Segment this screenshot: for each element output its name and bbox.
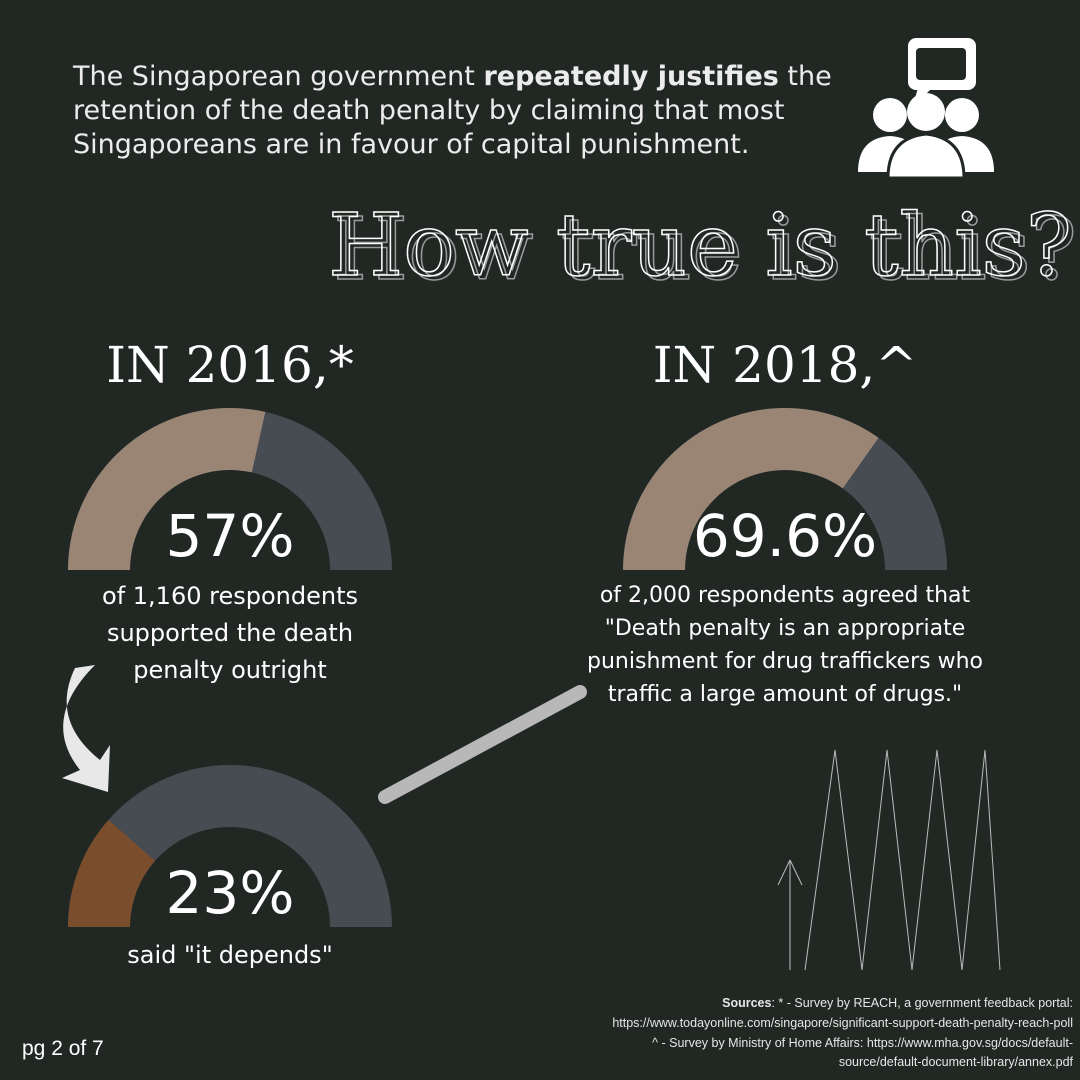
gauge-caption: punishment for drug traffickers who <box>587 649 983 674</box>
intro-line: Singaporeans are in favour of capital pu… <box>73 129 749 160</box>
brush-stroke <box>378 685 587 804</box>
gauge-caption: of 2,000 respondents agreed that <box>600 583 971 608</box>
gauge-caption: of 1,160 respondents <box>102 582 358 610</box>
curved-arrow <box>62 665 110 792</box>
source-text: : * - Survey by REACH, a government feed… <box>771 996 1073 1010</box>
gauge-value <box>623 408 879 570</box>
source-line: ^ - Survey by Ministry of Home Affairs: … <box>652 1036 1073 1050</box>
intro-line: retention of the death penalty by claimi… <box>73 95 784 126</box>
gauge-caption: penalty outright <box>133 656 327 684</box>
gauge-value <box>68 407 266 570</box>
intro-line: The Singaporean government repeatedly ju… <box>72 61 832 92</box>
source-line: source/default-document-library/annex.pd… <box>839 1055 1074 1069</box>
gauge-caption: said "it depends" <box>127 941 332 969</box>
gauge-track <box>68 765 392 927</box>
gauge-heading: IN 2018,^ <box>653 336 917 394</box>
intro-text: the <box>779 61 832 92</box>
source-label: Sources <box>722 996 771 1010</box>
intro-text: The Singaporean government <box>72 61 483 92</box>
headline: How true is this? <box>328 196 1072 296</box>
page-label: pg 2 of 7 <box>22 1037 104 1060</box>
gauge-value <box>68 819 155 927</box>
gauge-heading: IN 2016,* <box>106 336 354 394</box>
source-line: Sources: * - Survey by REACH, a governme… <box>722 996 1073 1010</box>
gauge-value-label: 57% <box>166 502 295 570</box>
intro-bold: repeatedly justifies <box>483 61 778 92</box>
gauge-value-label: 69.6% <box>693 502 877 570</box>
gauge-value-label: 23% <box>166 859 295 927</box>
zigzag <box>777 749 1001 971</box>
source-line: https://www.todayonline.com/singapore/si… <box>612 1016 1073 1030</box>
gauge-caption: supported the death <box>107 619 353 647</box>
headline-shadow: How true is this? <box>333 200 1077 300</box>
gauge-caption: traffic a large amount of drugs." <box>608 682 962 707</box>
people-icon <box>858 38 994 180</box>
gauge-caption: "Death penalty is an appropriate <box>605 616 966 641</box>
